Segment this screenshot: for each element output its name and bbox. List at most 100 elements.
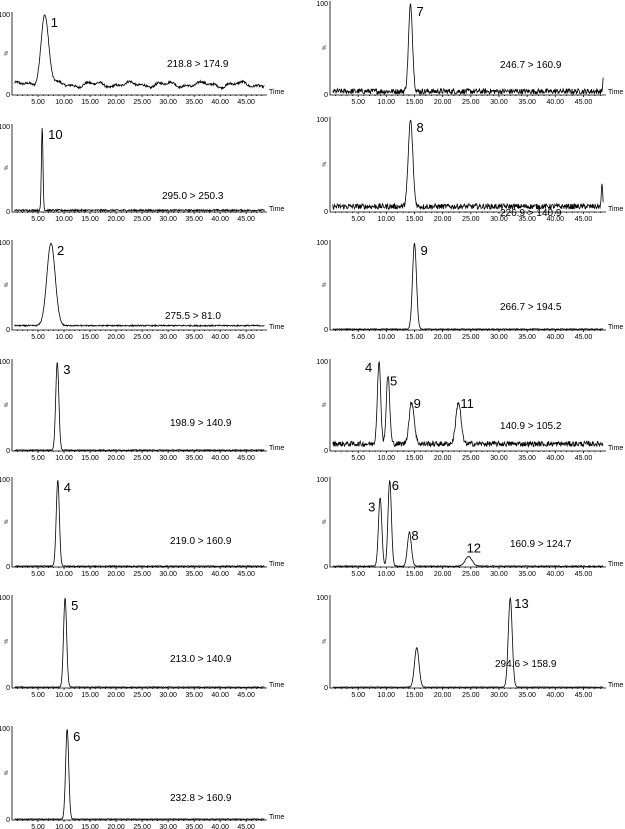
peak-label: 8 (411, 528, 418, 543)
axis-line (11, 12, 267, 96)
x-tick-label: 25.00 (133, 692, 151, 699)
peak-label: 1 (51, 15, 58, 30)
x-tick-label: 15.00 (81, 334, 99, 341)
x-tick-label: 35.00 (518, 216, 536, 223)
x-tick-label: 35.00 (185, 216, 203, 223)
x-tick-label: 45.00 (237, 455, 255, 462)
y-tick-label: 0 (6, 92, 10, 99)
x-tick-label: 40.00 (211, 692, 229, 699)
x-tick-label: 45.00 (575, 455, 593, 462)
peak-label: 3 (63, 362, 70, 377)
x-tick-label: 45.00 (237, 571, 255, 578)
x-tick-label: 30.00 (490, 571, 508, 578)
x-axis-label: Time (608, 89, 623, 96)
mrm-transition-label: 226.9 > 140.9 (500, 208, 562, 219)
x-tick-label: 15.00 (81, 99, 99, 106)
y-tick-label: 0 (6, 448, 10, 455)
x-tick-label: 45.00 (575, 334, 593, 341)
x-tick-label: 10.00 (378, 692, 396, 699)
x-tick-label: 25.00 (462, 99, 480, 106)
chromatogram-trace (332, 596, 604, 688)
y-tick-label: 0 (6, 327, 10, 334)
y-axis-percent-label: % (4, 638, 10, 643)
chromatogram-panel: 100 0% 5.00 10.00 15.00 20.00 25.00 30.00 35.00 4… (0, 124, 284, 223)
y-tick-label: 0 (6, 564, 10, 571)
x-tick-label: 5.00 (351, 99, 365, 106)
axis-line (11, 240, 267, 331)
x-tick-label: 20.00 (107, 99, 125, 106)
x-tick-label: 40.00 (547, 216, 565, 223)
x-tick-label: 45.00 (237, 692, 255, 699)
x-tick-label: 10.00 (378, 571, 396, 578)
y-tick-label: 100 (316, 477, 328, 484)
chromatogram-trace (14, 127, 265, 213)
x-tick-label: 10.00 (378, 334, 396, 341)
x-tick-label: 30.00 (159, 216, 177, 223)
x-tick-label: 40.00 (547, 99, 565, 106)
axis-line (329, 240, 606, 331)
axis-line (11, 124, 267, 213)
x-tick-label: 5.00 (31, 455, 45, 462)
y-axis-percent-label: % (322, 402, 328, 407)
x-tick-label: 15.00 (81, 455, 99, 462)
mrm-transition-label: 295.0 > 250.3 (162, 191, 224, 202)
x-axis-label: Time (608, 206, 623, 213)
x-axis-label: Time (269, 445, 284, 452)
x-axis-label: Time (269, 89, 284, 96)
x-tick-label: 35.00 (185, 455, 203, 462)
x-tick-label: 40.00 (547, 692, 565, 699)
x-tick-label: 35.00 (185, 334, 203, 341)
axis-line (329, 595, 606, 689)
x-tick-label: 25.00 (462, 692, 480, 699)
x-tick-label: 10.00 (55, 334, 73, 341)
x-tick-label: 40.00 (211, 824, 229, 829)
y-tick-label: 0 (6, 685, 10, 692)
chromatogram-trace (14, 362, 265, 452)
x-tick-label: 5.00 (31, 99, 45, 106)
peak-label: 5 (71, 598, 78, 613)
chromatogram-trace (14, 480, 265, 568)
x-tick-label: 15.00 (406, 216, 424, 223)
x-tick-label: 5.00 (351, 455, 365, 462)
y-tick-label: 100 (316, 595, 328, 602)
x-tick-label: 30.00 (159, 571, 177, 578)
mrm-transition-label: 219.0 > 160.9 (170, 536, 232, 547)
x-tick-label: 25.00 (133, 571, 151, 578)
x-tick-label: 25.00 (462, 455, 480, 462)
y-tick-label: 100 (0, 240, 10, 247)
x-tick-label: 10.00 (55, 99, 73, 106)
x-tick-label: 35.00 (185, 692, 203, 699)
chromatogram-trace (332, 480, 604, 568)
x-tick-label: 5.00 (31, 571, 45, 578)
x-axis-label: Time (608, 445, 623, 452)
y-axis-percent-label: % (322, 638, 328, 643)
x-tick-label: 5.00 (351, 216, 365, 223)
chromatogram-trace (332, 242, 604, 331)
mrm-transition-label: 294.6 > 158.9 (495, 659, 557, 670)
x-tick-label: 5.00 (351, 571, 365, 578)
y-tick-label: 0 (324, 564, 328, 571)
x-tick-label: 45.00 (237, 824, 255, 829)
y-tick-label: 100 (316, 359, 328, 366)
x-tick-label: 35.00 (185, 571, 203, 578)
y-tick-label: 100 (0, 726, 10, 733)
axis-line (329, 117, 606, 213)
x-tick-label: 5.00 (351, 692, 365, 699)
peak-label: 9 (420, 243, 427, 258)
x-tick-label: 15.00 (81, 216, 99, 223)
x-tick-label: 40.00 (211, 571, 229, 578)
chromatogram-panel: 100 0% 5.00 10.00 15.00 20.00 25.00 30.00 35.00 4… (316, 477, 623, 578)
x-tick-label: 20.00 (434, 99, 452, 106)
peak-label: 2 (57, 243, 64, 258)
chromatogram-panel: 100 0% 5.00 10.00 15.00 20.00 25.00 30.00 35.00 4… (316, 595, 623, 699)
y-tick-label: 100 (0, 477, 10, 484)
x-tick-label: 40.00 (547, 571, 565, 578)
x-tick-label: 20.00 (107, 216, 125, 223)
x-tick-label: 15.00 (406, 571, 424, 578)
x-tick-label: 5.00 (31, 692, 45, 699)
x-tick-label: 20.00 (107, 455, 125, 462)
y-axis-percent-label: % (4, 50, 10, 55)
x-tick-label: 40.00 (211, 99, 229, 106)
mrm-transition-label: 198.9 > 140.9 (170, 418, 232, 429)
